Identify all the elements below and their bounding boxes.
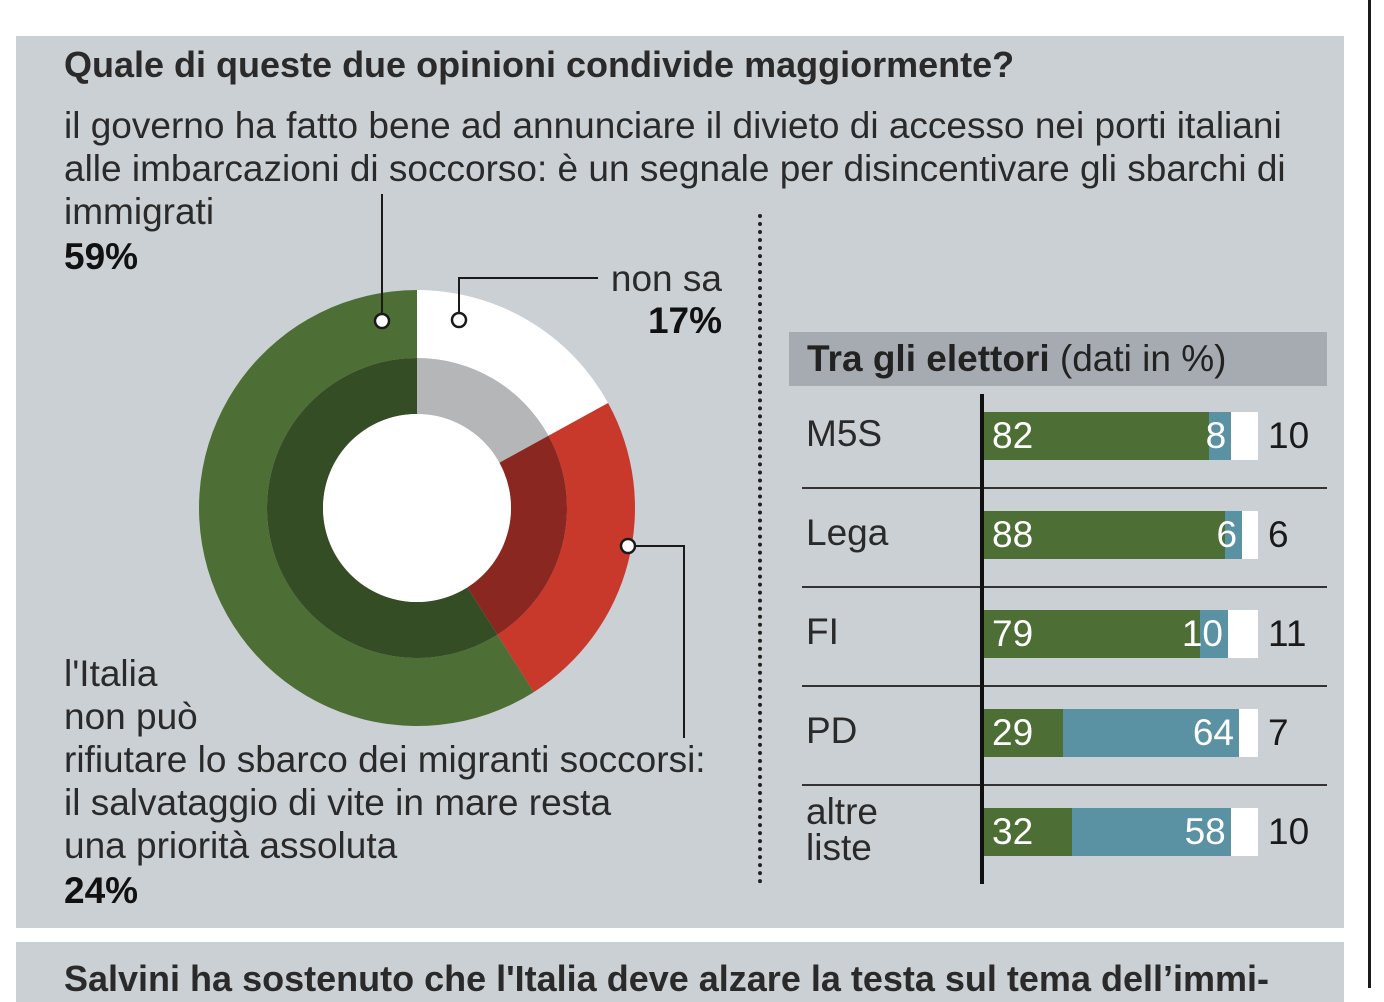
row-label: altre liste — [806, 791, 878, 868]
row-label: FI — [806, 611, 839, 652]
row-label-line: FI — [806, 611, 839, 652]
bar-segment-governo — [984, 709, 1064, 757]
slice-nonsa — [417, 290, 609, 436]
row-label: Lega — [806, 512, 889, 553]
bar-value-non-puo: 6 — [1216, 514, 1238, 555]
next-question-title: Salvini ha sostenuto che l'Italia deve a… — [64, 958, 1269, 999]
bar-segment-nonsa — [1241, 511, 1258, 559]
slice-opinion-2 — [497, 402, 635, 693]
opinion-2-percent: 24% — [64, 870, 139, 911]
bar-segment-nonsa — [1230, 412, 1258, 460]
row-separator — [802, 685, 1327, 687]
row-label-line: liste — [806, 827, 872, 868]
bar-segment-non-puo — [1208, 412, 1231, 460]
row-label-line: altre — [806, 791, 878, 832]
leader-opinion-2-dot — [619, 537, 637, 555]
table-title: Tra gli elettori (dati in %) — [807, 338, 1226, 380]
bar-segment-governo — [984, 808, 1072, 856]
bar-segment-non-puo — [1200, 610, 1228, 658]
table-title-rest: (dati in %) — [1049, 338, 1227, 379]
row-label-line: M5S — [806, 413, 883, 454]
table-header: Tra gli elettori (dati in %) — [789, 332, 1327, 386]
bar-segment-governo — [984, 511, 1226, 559]
slice-opinion-1 — [198, 290, 534, 726]
table-title-bold: Tra gli elettori — [807, 338, 1050, 379]
bar-segment-nonsa — [1238, 709, 1258, 757]
row-label: M5S — [806, 413, 883, 454]
row-label-line: Lega — [806, 512, 889, 553]
opinion-2-line: una priorità assoluta — [64, 825, 398, 866]
row-separator — [802, 784, 1327, 786]
row-label-line: PD — [806, 710, 858, 751]
dotted-divider — [758, 214, 762, 884]
bar-value-governo: 32 — [992, 811, 1034, 852]
row-separator — [802, 586, 1327, 588]
bar-value-nonsa: 11 — [1268, 613, 1307, 654]
opinion-2-text: l'Italia non può rifiutare lo sbarco dei… — [64, 652, 744, 867]
leader-nonsa-line — [458, 277, 598, 320]
opinion-2-line: il salvataggio di vite in mare resta — [64, 782, 612, 823]
bar-segment-governo — [984, 412, 1209, 460]
bar-value-nonsa: 6 — [1268, 514, 1289, 555]
bar-segment-nonsa — [1227, 610, 1258, 658]
opinion-2-line: rifiutare lo sbarco dei migranti soccors… — [64, 739, 706, 780]
bar-axis-line — [980, 394, 984, 884]
page-edge-line — [1368, 0, 1371, 988]
leader-opinion-2-line — [628, 545, 685, 738]
bar-segment-nonsa — [1230, 808, 1258, 856]
bar-value-non-puo: 10 — [1181, 613, 1224, 654]
nonsa-percent: 17% — [647, 300, 722, 341]
bar-value-non-puo: 8 — [1205, 415, 1227, 456]
bar-segment-non-puo — [1071, 808, 1231, 856]
bar-value-non-puo: 64 — [1192, 712, 1234, 753]
bar-value-governo: 29 — [992, 712, 1034, 753]
bar-value-nonsa: 10 — [1268, 415, 1310, 456]
bar-segment-non-puo — [1225, 511, 1242, 559]
leader-opinion-1-dot — [373, 312, 391, 330]
bar-value-governo: 88 — [992, 514, 1034, 555]
bar-value-governo: 79 — [992, 613, 1034, 654]
opinion-2-line: l'Italia — [64, 653, 158, 694]
opinion-1-text: il governo ha fatto bene ad annunciare i… — [64, 105, 1286, 232]
bar-value-nonsa: 10 — [1268, 811, 1310, 852]
question-title: Quale di queste due opinioni condivide m… — [64, 44, 1015, 85]
opinion-2-line: non può — [64, 696, 198, 737]
row-label: PD — [806, 710, 858, 751]
bar-value-nonsa: 7 — [1268, 712, 1289, 753]
slice-nonsa-inner — [417, 358, 549, 463]
bar-value-non-puo: 58 — [1184, 811, 1226, 852]
row-separator — [802, 487, 1327, 489]
bar-segment-governo — [984, 610, 1201, 658]
donut-hole — [323, 414, 511, 602]
bar-segment-non-puo — [1063, 709, 1239, 757]
nonsa-label: non sa — [610, 258, 722, 299]
slice-opinion-2-inner — [467, 435, 567, 635]
leader-nonsa-dot — [450, 311, 468, 329]
slice-opinion-1-inner — [267, 358, 498, 658]
opinion-1-percent: 59% — [64, 236, 139, 277]
bar-value-governo: 82 — [992, 415, 1034, 456]
